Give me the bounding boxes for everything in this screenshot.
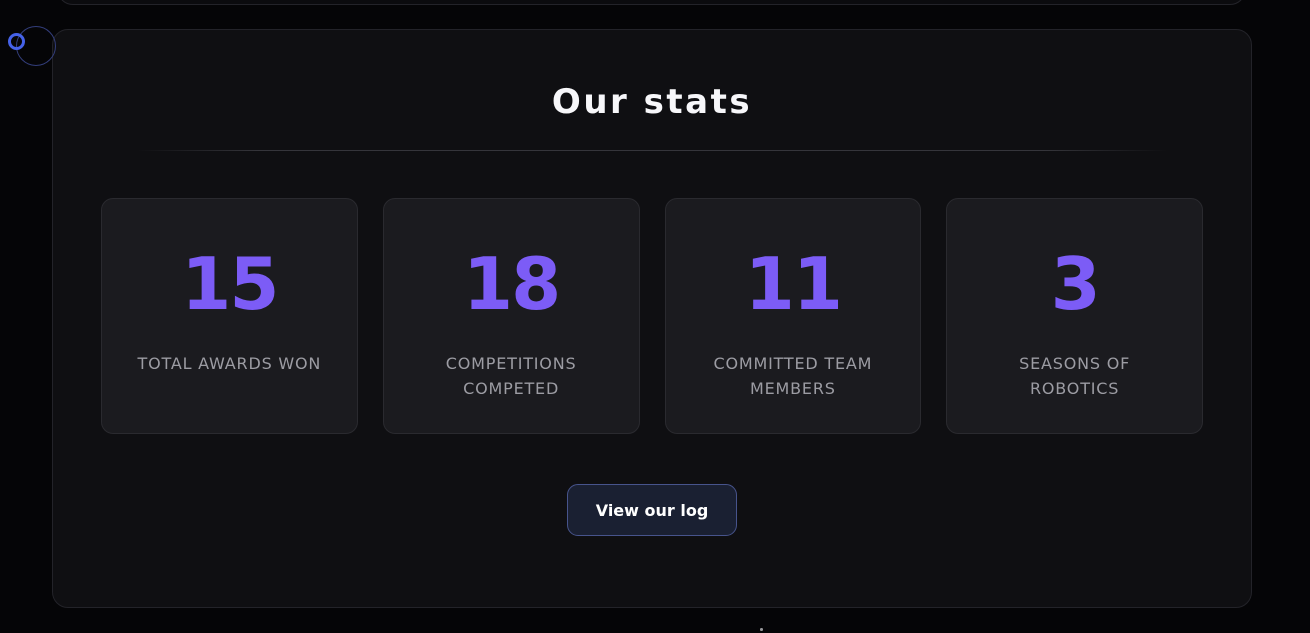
stat-value: 15 [181,242,279,326]
stats-panel: Our stats 15 TOTAL AWARDS WON 18 COMPETI… [52,29,1252,608]
stat-value: 3 [1050,242,1101,326]
stat-label: TOTAL AWARDS WON [137,354,322,373]
stat-label: COMMITTED TEAM MEMBERS [713,354,873,398]
stat-label: COMPETITIONS COMPETED [445,354,577,398]
title-divider [137,150,1167,151]
stat-value: 18 [463,242,561,326]
stat-value: 11 [744,242,843,326]
stat-label: SEASONS OF ROBOTICS [1019,354,1131,398]
stat-card-seasons: 3 SEASONS OF ROBOTICS [946,198,1203,434]
view-log-button[interactable]: View our log [566,484,738,536]
stat-card-total-awards: 15 TOTAL AWARDS WON [101,198,358,434]
stat-card-competitions: 18 COMPETITIONS COMPETED [382,198,640,434]
cursor-ring [8,33,25,50]
star-dot [760,628,763,631]
stat-card-team-members: 11 COMMITTED TEAM MEMBERS [664,198,922,434]
button-row: View our log [53,484,1251,536]
section-title: Our stats [551,82,753,122]
previous-section-bottom-edge [57,0,1246,5]
stats-grid: 15 TOTAL AWARDS WON 18 COMPETITIONS COMP… [101,198,1203,434]
